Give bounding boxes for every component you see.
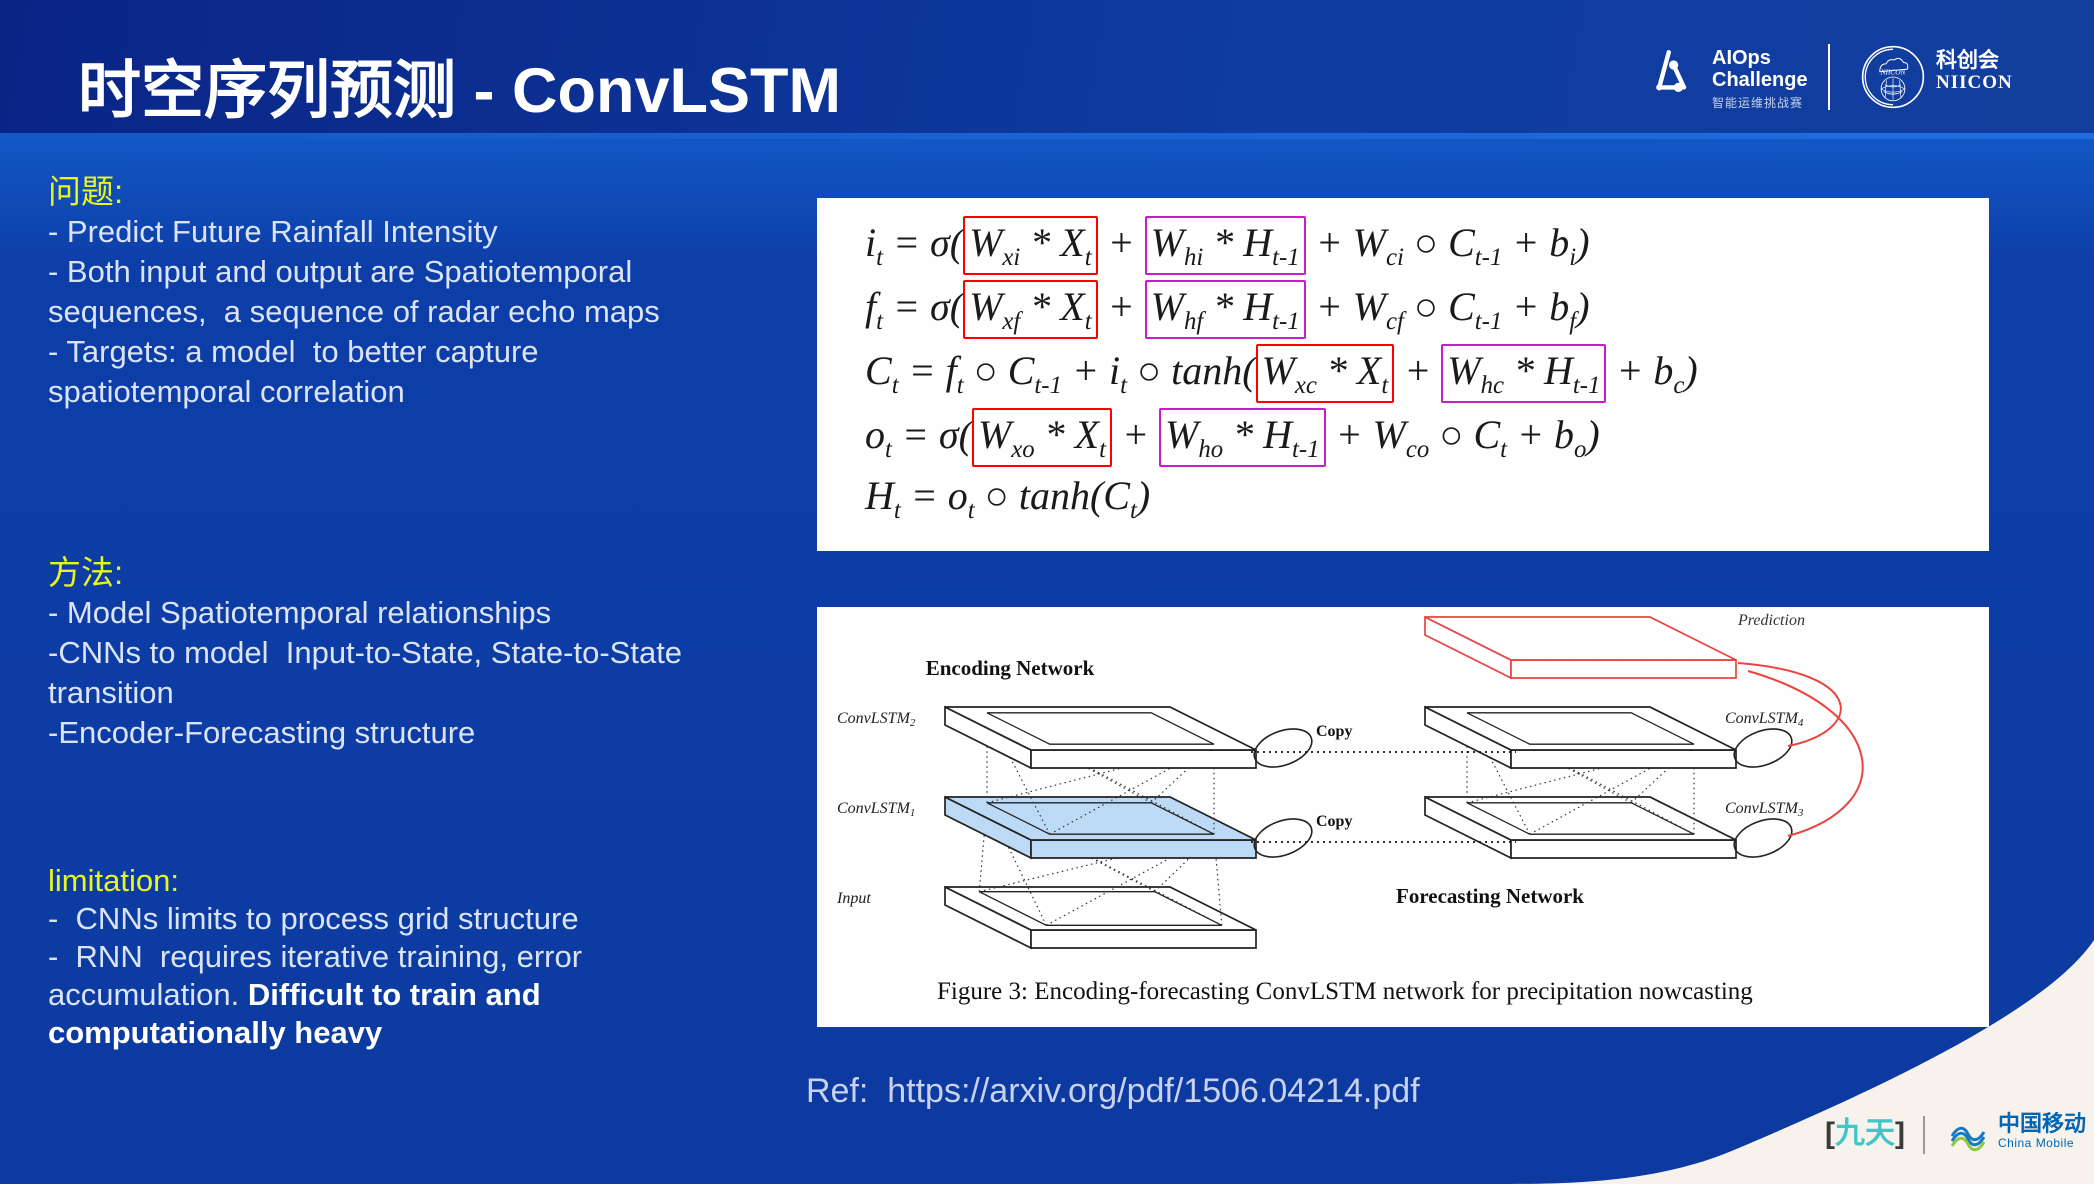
- svg-text:ConvLSTM3: ConvLSTM3: [1725, 800, 1804, 819]
- svg-text:ConvLSTM1: ConvLSTM1: [837, 800, 915, 819]
- svg-text:Copy: Copy: [1316, 813, 1352, 830]
- svg-text:Prediction: Prediction: [1737, 612, 1805, 629]
- svg-text:Input: Input: [836, 890, 871, 907]
- svg-text:NIICON: NIICON: [1880, 68, 1907, 76]
- svg-text:ConvLSTM4: ConvLSTM4: [1725, 710, 1804, 729]
- svg-text:Forecasting Network: Forecasting Network: [1396, 884, 1584, 908]
- svg-text:Encoding Network: Encoding Network: [926, 656, 1095, 680]
- svg-text:ConvLSTM2: ConvLSTM2: [837, 710, 916, 729]
- svg-text:Copy: Copy: [1316, 723, 1352, 740]
